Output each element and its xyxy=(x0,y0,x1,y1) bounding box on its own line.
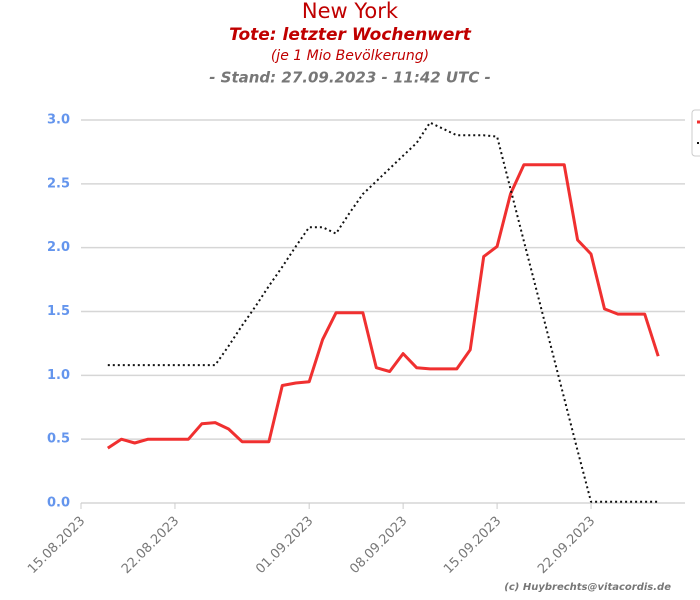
y-tick-label: 1.5 xyxy=(47,304,70,319)
x-tick-label: 15.08.2023 xyxy=(25,514,88,577)
series-line xyxy=(107,121,659,503)
credit: (c) Huybrechts@vitacordis.de xyxy=(504,582,671,593)
chart-subtitle: - Stand: 27.09.2023 - 11:42 UTC - xyxy=(209,69,491,87)
y-tick-label: 3.0 xyxy=(47,113,70,128)
x-tick-label: 01.09.2023 xyxy=(253,514,316,577)
y-tick-label: 1.0 xyxy=(47,368,70,383)
x-tick-label: 22.09.2023 xyxy=(535,514,598,577)
x-tick-label: 08.09.2023 xyxy=(347,514,410,577)
y-tick-label: 0.5 xyxy=(47,432,70,447)
chart-subtitle: (je 1 Mio Bevölkerung) xyxy=(271,48,429,64)
x-tick-label: 22.08.2023 xyxy=(119,514,182,577)
series-line xyxy=(106,163,660,450)
chart-subtitle: Tote: letzter Wochenwert xyxy=(229,25,472,45)
y-tick-label: 2.5 xyxy=(47,176,70,191)
x-tick-label: 15.09.2023 xyxy=(441,514,504,577)
y-tick-label: 2.0 xyxy=(47,240,70,255)
chart-title: New York xyxy=(302,0,399,23)
y-tick-label: 0.0 xyxy=(47,496,70,511)
legend-box xyxy=(691,109,700,157)
